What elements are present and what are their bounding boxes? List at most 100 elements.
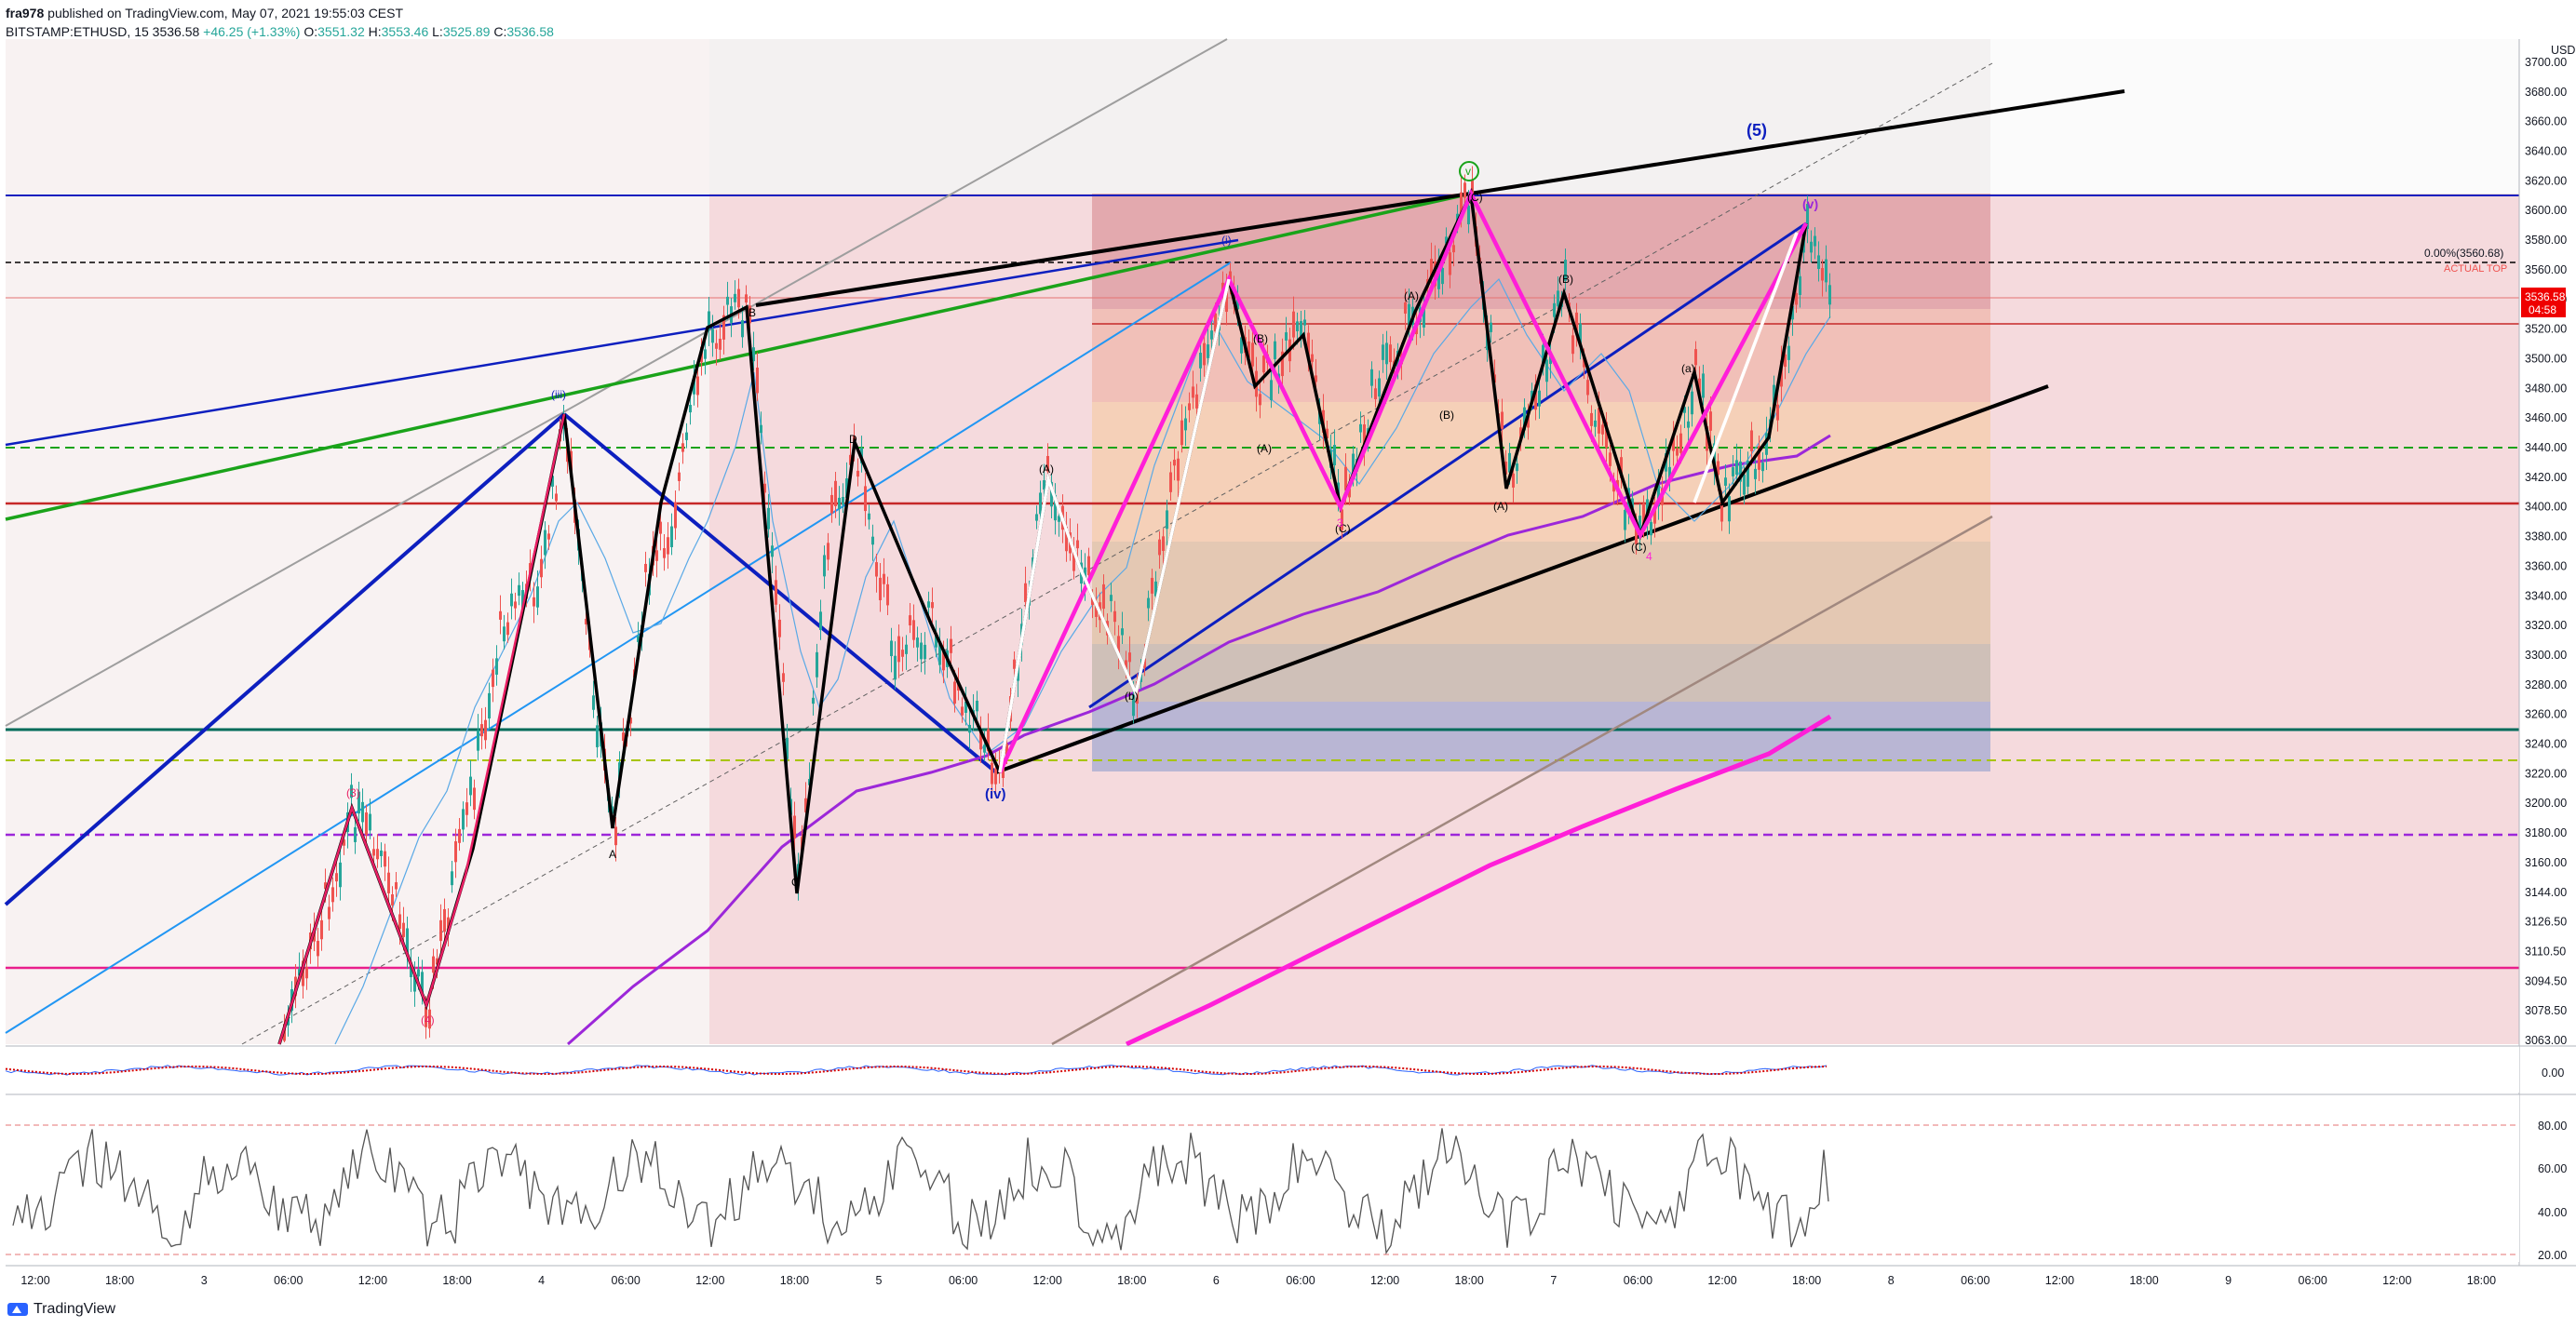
candle-body[interactable] bbox=[1650, 521, 1652, 536]
wave-white-2[interactable] bbox=[1693, 232, 1799, 503]
candle-body[interactable] bbox=[778, 619, 781, 637]
candle-body[interactable] bbox=[462, 809, 465, 830]
macd-signal-line[interactable] bbox=[5, 1066, 1827, 1075]
candle-body[interactable] bbox=[585, 618, 587, 624]
candle-body[interactable] bbox=[1296, 321, 1299, 331]
candle-body[interactable] bbox=[678, 472, 681, 481]
candle-body[interactable] bbox=[1668, 466, 1671, 480]
candle-body[interactable] bbox=[1773, 384, 1775, 410]
candle-body[interactable] bbox=[551, 476, 554, 487]
candle-body[interactable] bbox=[1311, 354, 1314, 362]
candle-body[interactable] bbox=[637, 636, 640, 642]
candle-body[interactable] bbox=[1784, 354, 1787, 368]
candle-body[interactable] bbox=[495, 658, 498, 675]
candle-body[interactable] bbox=[1408, 303, 1410, 326]
candle-body[interactable] bbox=[663, 548, 666, 558]
candle-body[interactable] bbox=[1504, 462, 1507, 475]
rsi-line[interactable] bbox=[12, 1128, 1829, 1255]
candle-body[interactable] bbox=[518, 584, 520, 597]
wave-label-B3[interactable]: (B) bbox=[1439, 409, 1454, 422]
candle-body[interactable] bbox=[1240, 337, 1243, 354]
trend-black-lower[interactable] bbox=[995, 384, 2049, 774]
candle-body[interactable] bbox=[708, 311, 710, 330]
candle-body[interactable] bbox=[767, 507, 770, 530]
candle-body[interactable] bbox=[1698, 378, 1701, 396]
candle-body[interactable] bbox=[614, 826, 617, 846]
candle-body[interactable] bbox=[477, 730, 479, 751]
candle-body[interactable] bbox=[1326, 428, 1328, 438]
candle-body[interactable] bbox=[644, 563, 647, 572]
candle-body[interactable] bbox=[1810, 241, 1813, 253]
candle-body[interactable] bbox=[1039, 492, 1042, 515]
wave-label-3b[interactable]: 3 bbox=[1337, 516, 1343, 530]
candle-body[interactable] bbox=[1274, 341, 1276, 360]
candle-body[interactable] bbox=[1601, 424, 1604, 435]
candle-body[interactable] bbox=[1553, 302, 1556, 317]
candle-body[interactable] bbox=[838, 497, 841, 509]
candle-body[interactable] bbox=[432, 956, 435, 973]
candle-body[interactable] bbox=[1467, 206, 1470, 225]
candle-body[interactable] bbox=[622, 732, 625, 742]
candle-body[interactable] bbox=[417, 969, 420, 977]
candle-body[interactable] bbox=[1620, 457, 1623, 478]
candle-body[interactable] bbox=[1210, 330, 1213, 340]
wave-label-A[interactable]: A bbox=[609, 848, 616, 861]
candle-body[interactable] bbox=[749, 305, 751, 324]
candle-body[interactable] bbox=[302, 960, 304, 986]
candle-body[interactable] bbox=[1251, 342, 1254, 367]
candle-body[interactable] bbox=[1579, 323, 1582, 343]
candle-body[interactable] bbox=[1508, 452, 1511, 473]
candle-body[interactable] bbox=[1586, 380, 1589, 396]
candle-body[interactable] bbox=[659, 521, 662, 534]
candle-body[interactable] bbox=[331, 887, 334, 903]
candle-body[interactable] bbox=[1776, 404, 1779, 421]
macd-line[interactable] bbox=[5, 1065, 1827, 1076]
candle-body[interactable] bbox=[1195, 394, 1198, 409]
candle-body[interactable] bbox=[540, 558, 543, 578]
candle-body[interactable] bbox=[305, 967, 308, 979]
candle-body[interactable] bbox=[592, 695, 595, 710]
candle-body[interactable] bbox=[1598, 408, 1600, 434]
candle-body[interactable] bbox=[1761, 463, 1764, 472]
candle-body[interactable] bbox=[760, 424, 762, 434]
candle-body[interactable] bbox=[1735, 460, 1738, 476]
candle-body[interactable] bbox=[938, 644, 941, 665]
candle-body[interactable] bbox=[1128, 652, 1131, 663]
candle-body[interactable] bbox=[1702, 373, 1705, 398]
candle-body[interactable] bbox=[1516, 463, 1518, 472]
candle-body[interactable] bbox=[670, 526, 673, 547]
wave-label-vv[interactable]: (v) bbox=[1802, 196, 1818, 211]
candle-body[interactable] bbox=[976, 700, 978, 712]
candle-body[interactable] bbox=[343, 839, 345, 846]
candle-body[interactable] bbox=[521, 590, 524, 610]
candle-body[interactable] bbox=[737, 288, 740, 308]
candle-body[interactable] bbox=[1672, 436, 1675, 451]
candle-body[interactable] bbox=[536, 586, 539, 608]
candle-body[interactable] bbox=[1691, 391, 1693, 415]
candle-body[interactable] bbox=[1445, 236, 1448, 244]
candle-body[interactable] bbox=[1147, 597, 1150, 609]
candle-body[interactable] bbox=[886, 584, 889, 606]
candle-body[interactable] bbox=[469, 776, 472, 796]
wave-label-b-white[interactable]: (b) bbox=[1125, 690, 1139, 703]
candle-body[interactable] bbox=[1117, 636, 1120, 655]
candle-body[interactable] bbox=[458, 828, 461, 843]
candle-body[interactable] bbox=[372, 849, 375, 856]
candle-body[interactable] bbox=[1787, 345, 1790, 360]
candle-body[interactable] bbox=[484, 719, 487, 741]
candle-body[interactable] bbox=[398, 914, 401, 930]
candle-body[interactable] bbox=[1035, 514, 1038, 521]
candle-body[interactable] bbox=[1501, 411, 1504, 429]
candle-body[interactable] bbox=[953, 681, 956, 704]
candle-body[interactable] bbox=[987, 729, 990, 752]
candle-body[interactable] bbox=[704, 349, 707, 359]
price-axis[interactable] bbox=[2519, 39, 2576, 1044]
wave-label-4b[interactable]: 4 bbox=[1646, 550, 1652, 563]
wave-label-A2[interactable]: (A) bbox=[1257, 442, 1272, 455]
candle-body[interactable] bbox=[719, 338, 722, 350]
candle-body[interactable] bbox=[1303, 319, 1306, 326]
candle-body[interactable] bbox=[425, 1006, 427, 1027]
candle-body[interactable] bbox=[1110, 595, 1113, 601]
candle-body[interactable] bbox=[722, 315, 725, 340]
candle-body[interactable] bbox=[317, 941, 319, 957]
